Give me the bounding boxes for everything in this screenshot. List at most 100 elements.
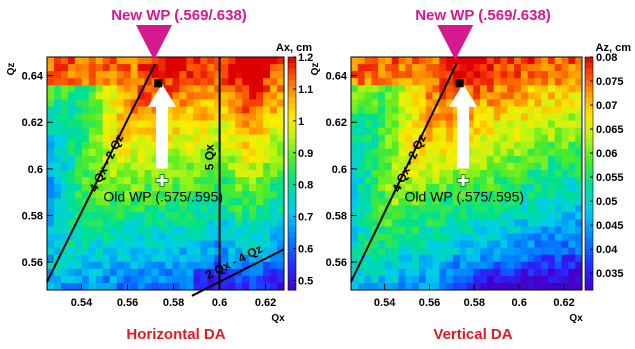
heatmap-cell xyxy=(130,148,139,157)
heatmap-cell xyxy=(418,92,427,100)
heatmap-cell xyxy=(446,127,454,136)
heatmap-cell xyxy=(534,113,542,121)
heatmap-cell xyxy=(520,85,529,93)
heatmap-cell xyxy=(480,282,488,291)
heatmap-cell xyxy=(95,106,104,114)
heatmap-cell xyxy=(534,162,542,171)
heatmap-cell xyxy=(439,205,447,213)
heatmap-cell xyxy=(235,226,243,234)
heatmap-cell xyxy=(575,155,583,164)
heatmap-cell xyxy=(561,184,569,192)
heatmap-cell xyxy=(466,85,474,93)
heatmap-cell xyxy=(364,71,372,79)
heatmap-cell xyxy=(102,134,111,143)
heatmap-cell xyxy=(60,247,69,256)
heatmap-cell xyxy=(193,268,201,277)
heatmap-cell xyxy=(568,127,576,136)
heatmap-cell xyxy=(384,141,393,150)
heatmap-cell xyxy=(256,85,264,93)
heatmap-cell xyxy=(235,177,243,185)
heatmap-cell xyxy=(473,275,481,284)
heatmap-cell xyxy=(74,275,83,284)
heatmap-cell xyxy=(88,282,97,291)
heatmap-cell xyxy=(67,282,76,291)
heatmap-cell xyxy=(172,169,180,178)
heatmap-cell xyxy=(228,169,236,178)
heatmap-cell xyxy=(263,57,271,65)
heatmap-cell xyxy=(541,64,549,72)
heatmap-cell xyxy=(561,78,569,86)
colorbar-swatch xyxy=(288,231,296,239)
heatmap-cell xyxy=(123,99,132,107)
y-tick-label: 0.58 xyxy=(22,210,43,222)
heatmap-cell xyxy=(186,162,194,171)
heatmap-cell xyxy=(357,57,365,65)
heatmap-cell xyxy=(207,268,215,277)
heatmap-cell xyxy=(554,226,563,234)
heatmap-cell xyxy=(228,155,236,164)
heatmap-cell xyxy=(144,254,152,263)
heatmap-cell xyxy=(228,254,236,263)
heatmap-cell xyxy=(500,169,508,178)
heatmap-cell xyxy=(364,57,372,65)
colorbar-swatch xyxy=(585,115,593,122)
heatmap-cell xyxy=(116,261,125,270)
heatmap-cell xyxy=(405,120,413,129)
heatmap-cell xyxy=(418,106,427,114)
heatmap-cell xyxy=(371,198,379,206)
heatmap-cell xyxy=(412,106,420,114)
heatmap-cell xyxy=(561,71,569,79)
heatmap-cell xyxy=(371,177,379,185)
heatmap-cell xyxy=(53,85,62,93)
heatmap-cell xyxy=(249,57,257,65)
heatmap-cell xyxy=(507,85,515,93)
heatmap-cell xyxy=(364,212,372,220)
heatmap-cell xyxy=(221,127,229,136)
heatmap-cell xyxy=(541,233,549,241)
heatmap-cell xyxy=(432,177,440,185)
heatmap-cell xyxy=(554,247,563,256)
heatmap-cell xyxy=(130,268,139,277)
heatmap-cell xyxy=(412,120,420,129)
heatmap-cell xyxy=(575,141,583,150)
heatmap-cell xyxy=(179,64,187,72)
heatmap-cell xyxy=(568,254,576,263)
heatmap-cell xyxy=(144,71,152,79)
heatmap-cell xyxy=(351,155,359,164)
heatmap-cell xyxy=(507,247,515,256)
heatmap-cell xyxy=(466,233,474,241)
heatmap-cell xyxy=(207,205,215,213)
colorbar-swatch xyxy=(288,237,296,244)
heatmap-cell xyxy=(235,191,243,199)
heatmap-cell xyxy=(554,99,563,107)
heatmap-cell xyxy=(165,261,173,270)
heatmap-cell xyxy=(398,162,406,171)
heatmap-cell xyxy=(364,247,372,256)
heatmap-cell xyxy=(235,261,243,270)
heatmap-cell xyxy=(242,240,250,249)
heatmap-cell xyxy=(507,71,515,79)
heatmap-cell xyxy=(357,78,365,86)
heatmap-cell xyxy=(527,148,535,157)
heatmap-cell xyxy=(221,134,229,143)
heatmap-cell xyxy=(256,141,264,150)
heatmap-cell xyxy=(256,78,264,86)
heatmap-cell xyxy=(123,71,132,79)
heatmap-cell xyxy=(486,155,495,164)
heatmap-cell xyxy=(81,233,90,241)
heatmap-cell xyxy=(561,261,569,270)
heatmap-cell xyxy=(102,184,111,192)
heatmap-cell xyxy=(486,191,495,199)
heatmap-cell xyxy=(256,99,264,107)
heatmap-cell xyxy=(432,169,440,178)
heatmap-cell xyxy=(500,240,508,249)
heatmap-cell xyxy=(74,240,83,249)
heatmap-cell xyxy=(270,155,278,164)
heatmap-cell xyxy=(486,275,495,284)
heatmap-cell xyxy=(151,177,159,185)
heatmap-cell xyxy=(263,162,271,171)
heatmap-cell xyxy=(186,155,194,164)
heatmap-cell xyxy=(151,127,159,136)
heatmap-cell xyxy=(493,169,501,178)
heatmap-cell xyxy=(473,57,481,65)
